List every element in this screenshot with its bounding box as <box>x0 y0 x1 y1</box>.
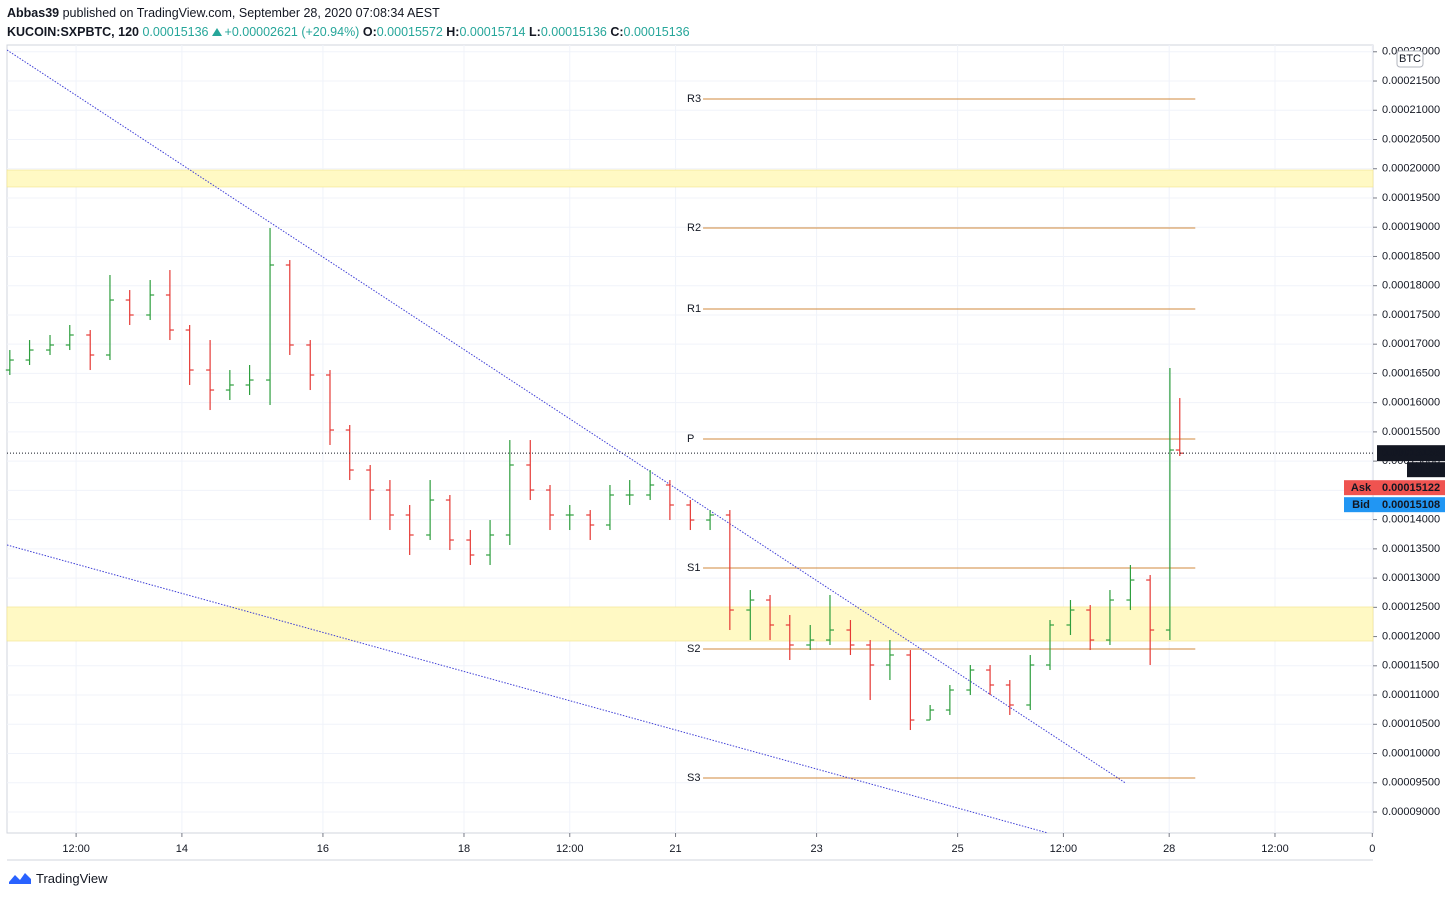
y-tick-label: 0.00011500 <box>1382 660 1439 672</box>
x-tick-label: 14 <box>176 843 188 855</box>
y-tick-label: 0.00020500 <box>1382 133 1440 145</box>
pivot-label: R2 <box>687 222 701 234</box>
up-arrow <box>211 28 222 36</box>
footer: TradingView <box>8 870 108 886</box>
last-price-label: 0.00015136 <box>1382 447 1440 459</box>
pivot-label: S3 <box>687 772 700 784</box>
y-tick-label: 0.00012000 <box>1382 630 1440 642</box>
currency-badge <box>1396 50 1424 68</box>
countdown-box <box>1407 462 1445 478</box>
y-tick-label: 0.00017000 <box>1382 338 1440 350</box>
y-tick-label: 0.00014000 <box>1382 514 1440 526</box>
logo <box>9 873 31 884</box>
pivot-label: R3 <box>687 93 701 105</box>
author: Abbas39 <box>7 6 60 20</box>
symbol: KUCOIN:SXPBTC, 120 <box>7 25 139 39</box>
pivot-label: R1 <box>687 303 701 315</box>
y-tick-label: 0.00010500 <box>1382 718 1440 730</box>
y-tick-label: 0.00018000 <box>1382 280 1440 292</box>
x-tick-label: 28 <box>1163 843 1175 855</box>
y-tick-label: 0.00016500 <box>1382 367 1440 379</box>
y-tick-label: 0.00013000 <box>1382 572 1440 584</box>
publish-line: Abbas39 published on TradingView.com, Se… <box>7 4 690 23</box>
zone <box>6 169 1374 188</box>
ask-label: 0.00015122 <box>1382 482 1440 494</box>
price: 0.00015136 <box>142 25 209 39</box>
y-tick-label: 0.00020000 <box>1382 163 1440 175</box>
x-tick-label: 0 <box>1369 843 1375 855</box>
bid-label: 0.00015108 <box>1382 499 1440 511</box>
pivot-label: S2 <box>687 643 700 655</box>
ask-box <box>1377 480 1445 496</box>
bid-name: Bid <box>1352 499 1370 511</box>
symbol-line: KUCOIN:SXPBTC, 120 0.00015136 +0.00002621… <box>7 23 690 42</box>
x-tick-label: 16 <box>317 843 329 855</box>
y-tick-label: 0.00021500 <box>1382 75 1440 87</box>
plot-frame <box>6 44 1374 834</box>
y-tick-label: 0.00009500 <box>1382 777 1440 789</box>
currency: BTC <box>1399 53 1421 65</box>
y-tick-label: 0.00019000 <box>1382 221 1440 233</box>
change: +0.00002621 (+20.94%) <box>224 25 360 39</box>
y-tick-label: 0.00010000 <box>1382 747 1440 759</box>
ask-name-box <box>1344 480 1377 496</box>
o-label: O: <box>362 25 377 39</box>
x-tick-label: 12:00 <box>556 843 584 855</box>
c-label: C: <box>610 25 624 39</box>
y-tick-label: 0.00009000 <box>1382 806 1440 818</box>
c-value: 0.00015136 <box>623 25 690 39</box>
h-label: H: <box>446 25 460 39</box>
y-tick-label: 0.00017500 <box>1382 309 1440 321</box>
x-tick-label: 18 <box>458 843 470 855</box>
y-tick-label: 0.00012500 <box>1382 601 1440 613</box>
ask-name: Ask <box>1351 482 1372 494</box>
trendline <box>7 49 1126 784</box>
x-tick-label: 12:00 <box>62 843 90 855</box>
h-value: 0.00015714 <box>459 25 526 39</box>
y-tick-label: 0.00016000 <box>1382 397 1440 409</box>
trendline <box>7 544 1049 833</box>
o-value: 0.00015572 <box>376 25 443 39</box>
countdown: 51:29 <box>1413 464 1441 476</box>
y-tick-label: 0.00019500 <box>1382 192 1440 204</box>
x-tick-label: 23 <box>810 843 822 855</box>
published: published on TradingView.com, September … <box>62 6 440 20</box>
last-price-box <box>1377 445 1445 462</box>
x-tick-label: 12:00 <box>1261 843 1289 855</box>
l-label: L: <box>529 25 541 39</box>
y-tick-label: 0.00013500 <box>1382 543 1440 555</box>
x-tick-label: 12:00 <box>1050 843 1078 855</box>
pivot-label: S1 <box>687 562 700 574</box>
x-tick-label: 25 <box>952 843 964 855</box>
y-tick-label: 0.00011000 <box>1382 689 1439 701</box>
brand: TradingView <box>36 870 108 886</box>
y-tick-label: 0.00021000 <box>1382 104 1440 116</box>
y-tick-label: 0.00018500 <box>1382 250 1440 262</box>
zone <box>6 606 1374 642</box>
bid-box <box>1377 497 1445 513</box>
x-tick-label: 21 <box>669 843 681 855</box>
bid-name-box <box>1344 497 1377 513</box>
y-tick-label: 0.00015500 <box>1382 426 1440 438</box>
pivot-label: P <box>687 433 694 445</box>
header: Abbas39 published on TradingView.com, Se… <box>7 4 690 42</box>
l-value: 0.00015136 <box>540 25 607 39</box>
